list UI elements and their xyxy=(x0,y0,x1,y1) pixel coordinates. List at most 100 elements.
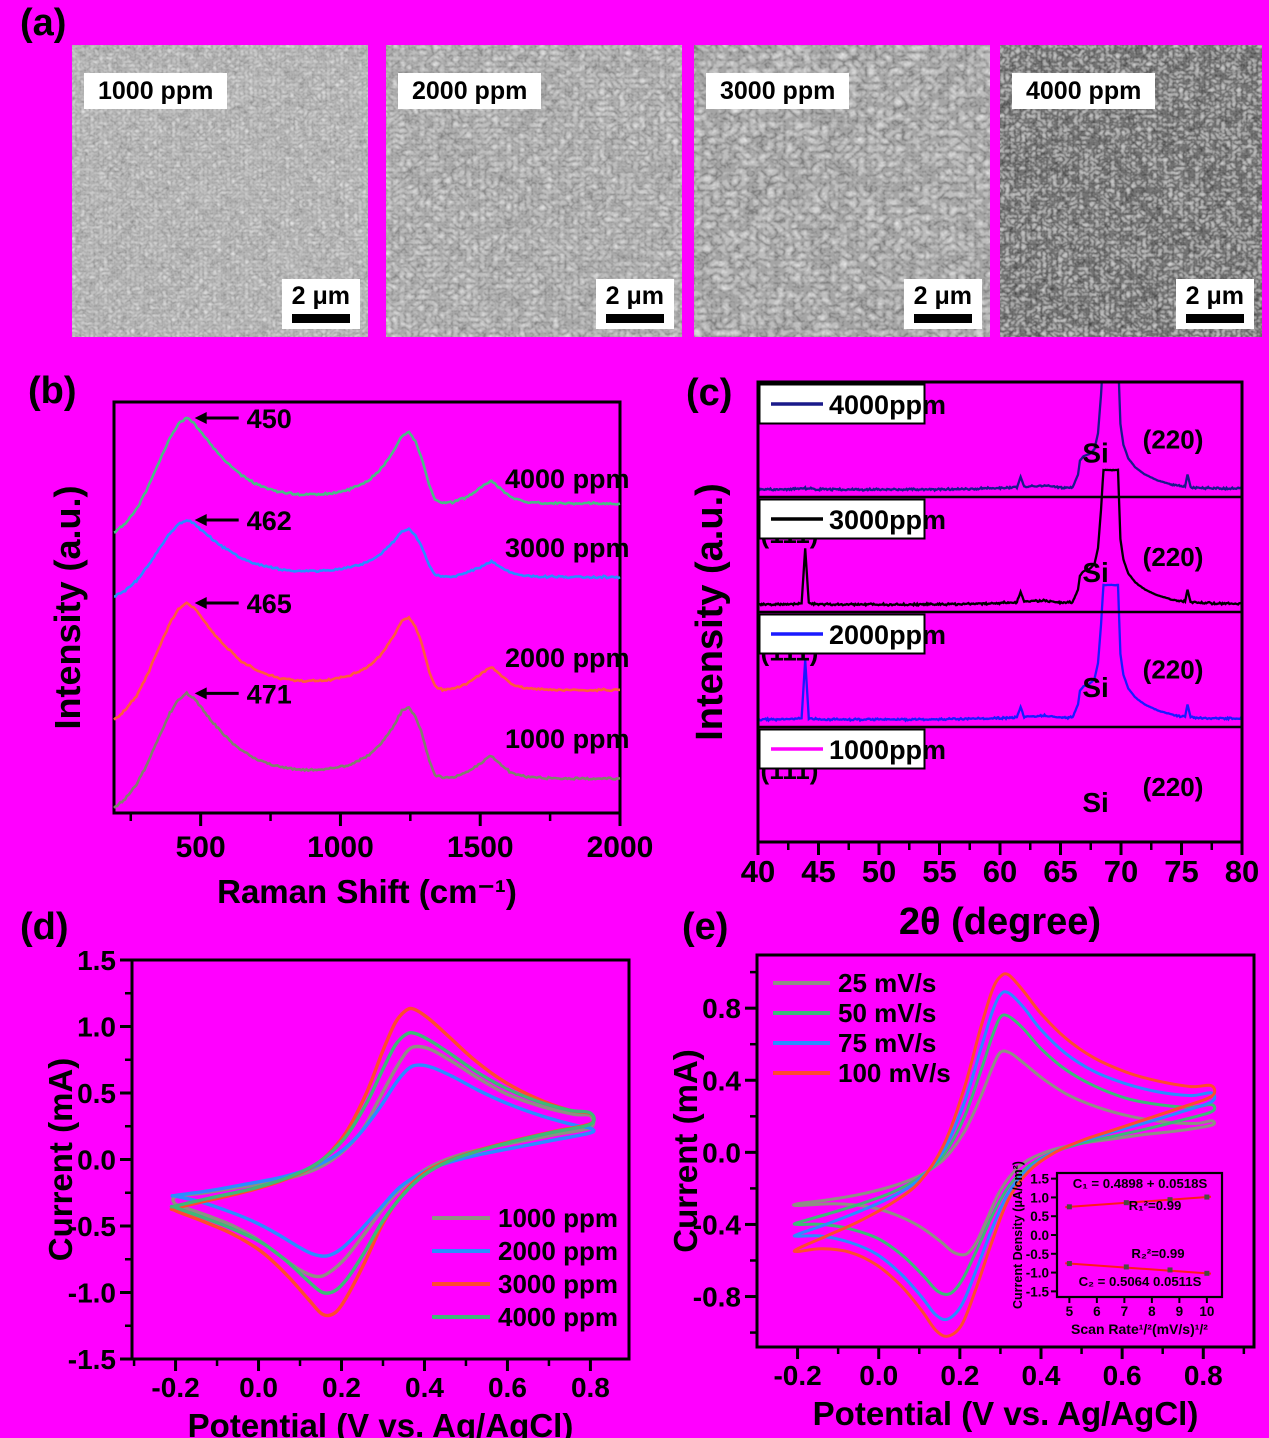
peak-arrowhead xyxy=(194,596,207,609)
y-tick-label: 1.5 xyxy=(1030,1172,1049,1187)
raman-curve-3000ppm xyxy=(114,519,621,598)
scale-bar: 2 μm xyxy=(903,279,982,329)
sem-label: 1000 ppm xyxy=(84,73,228,109)
legend-label: 1000ppm xyxy=(829,735,946,765)
data-point xyxy=(1167,1197,1173,1203)
y-tick-label: -1.0 xyxy=(1026,1266,1049,1281)
panel-c-xrd: Si(220)4000ppm(111)Si(220)3000ppm(111)Si… xyxy=(689,380,1259,943)
legend-box xyxy=(758,383,926,425)
cv-loop-50mVs xyxy=(792,1013,1217,1297)
legend-label: 4000ppm xyxy=(829,390,946,420)
x-tick-label: -0.2 xyxy=(151,1372,199,1403)
peak-value-label: 462 xyxy=(247,506,292,536)
scale-bar-line xyxy=(291,314,350,323)
x-tick-label: 8 xyxy=(1148,1304,1156,1319)
data-point xyxy=(1167,1267,1173,1273)
fit-line-cathodic xyxy=(1065,1262,1212,1275)
xrd-annotation-220: (220) xyxy=(1143,772,1204,802)
series-label: 2000 ppm xyxy=(505,643,630,673)
y-tick-label: 0.5 xyxy=(1030,1209,1049,1224)
sem-label: 4000 ppm xyxy=(1012,73,1156,109)
panel-b-raman: 500 1000 1500 2000 Raman Shift (cm⁻¹) Intensi… xyxy=(47,400,653,910)
y-tick-label: -0.5 xyxy=(68,1211,116,1242)
legend-label: 2000ppm xyxy=(829,620,946,650)
x-tick-label: 75 xyxy=(1164,854,1198,889)
legend-label: 3000ppm xyxy=(829,505,946,535)
sem-image-1000ppm: 1000 ppm 2 μm xyxy=(72,45,368,337)
sem-image-3000ppm: 3000 ppm 2 μm xyxy=(694,45,990,337)
cv-loop-2000ppm xyxy=(170,1063,596,1258)
xrd-annotation-Si: Si xyxy=(1082,672,1108,703)
x-tick-label: 60 xyxy=(983,854,1017,889)
y-tick-label: 0.8 xyxy=(702,993,741,1024)
data-point xyxy=(1123,1200,1129,1206)
sem-image-4000ppm: 4000 ppm 2 μm xyxy=(1000,45,1262,337)
y-tick-label: -1.5 xyxy=(1026,1284,1050,1299)
legend-label: 3000 ppm xyxy=(498,1269,618,1299)
legend-label: 100 mV/s xyxy=(838,1058,951,1088)
x-tick-label: 7 xyxy=(1121,1304,1129,1319)
panel-letter-d: (d) xyxy=(20,906,69,948)
data-point xyxy=(1123,1264,1129,1270)
data-point xyxy=(1204,1270,1210,1276)
x-tick-label: 10 xyxy=(1199,1304,1214,1319)
legend-label: 2000 ppm xyxy=(498,1236,618,1266)
x-tick-label: 0.0 xyxy=(859,1360,898,1391)
panel-letter-a: (a) xyxy=(20,2,67,44)
y-tick-label: -0.5 xyxy=(1026,1247,1050,1262)
y-tick-label: -1.0 xyxy=(68,1278,116,1309)
scale-text: 2 μm xyxy=(913,282,972,310)
scale-bar: 2 μm xyxy=(595,279,674,329)
y-tick-label: 0.0 xyxy=(702,1137,741,1168)
x-tick-label: 0.8 xyxy=(571,1372,610,1403)
data-point xyxy=(1066,1261,1072,1267)
x-tick-label: 80 xyxy=(1225,854,1259,889)
x-tick-label: 0.4 xyxy=(405,1372,444,1403)
y-tick-label: 0.0 xyxy=(77,1145,116,1176)
peak-arrowhead xyxy=(194,687,207,700)
scale-bar-line xyxy=(605,314,664,323)
data-point xyxy=(1204,1194,1210,1200)
data-point xyxy=(1066,1204,1072,1210)
inset-annotation-0: C₁ = 0.4898 + 0.0518S xyxy=(1073,1176,1208,1191)
xrd-curve-1000ppm xyxy=(758,698,1242,838)
scale-bar: 2 μm xyxy=(1175,279,1254,329)
y-tick-label: 0.5 xyxy=(77,1078,116,1109)
x-tick-label: 6 xyxy=(1093,1304,1101,1319)
legend-label: 4000 ppm xyxy=(498,1302,618,1332)
raman-curve-2000ppm xyxy=(113,601,620,721)
inset-y-axis-title: Current Density (μA/cm²) xyxy=(1011,1161,1025,1309)
peak-arrowhead xyxy=(194,513,207,526)
sem-image-2000ppm: 2000 ppm 2 μm xyxy=(386,45,682,337)
legend-label: 25 mV/s xyxy=(838,968,936,998)
plot-frame xyxy=(112,400,622,815)
x-axis-title: Potential (V vs. Ag/AgCl) xyxy=(188,1407,574,1438)
xrd-annotation-220: (220) xyxy=(1143,655,1204,685)
y-tick-label: 1.0 xyxy=(1030,1190,1049,1205)
x-tick-label: 0.2 xyxy=(322,1372,361,1403)
raman-curve-1000ppm xyxy=(113,690,621,809)
y-tick-label: -0.8 xyxy=(693,1282,741,1313)
x-tick-label: 0.6 xyxy=(1103,1360,1142,1391)
y-axis-title: Intensity (a.u.) xyxy=(689,483,731,741)
xrd-curves xyxy=(758,382,1242,838)
scale-bar-line xyxy=(1185,314,1244,323)
inset-x-axis-title: Scan Rate¹/²(mV/s)¹/² xyxy=(1071,1321,1208,1337)
panel-e-inset: 5 6 7 8 9 10 1.5 1.0 0.5 0.0 -0.5 -1.0 -1.5 Scan Rate… xyxy=(1011,1161,1224,1337)
x-axis-title: 2θ (degree) xyxy=(899,901,1101,943)
peak-value-label: 450 xyxy=(247,404,292,434)
panel-letter-e: (e) xyxy=(682,906,729,948)
scale-text: 2 μm xyxy=(291,282,350,310)
xrd-annotation-Si: Si xyxy=(1082,557,1108,588)
scale-text: 2 μm xyxy=(605,282,664,310)
xrd-annotation-220: (220) xyxy=(1143,425,1204,455)
x-tick-label: 5 xyxy=(1066,1304,1074,1319)
y-tick-label: -0.4 xyxy=(693,1209,742,1240)
y-tick-label: 1.5 xyxy=(77,945,116,976)
y-tick-label: 0.4 xyxy=(702,1065,741,1096)
cv-loop-100mVs xyxy=(792,972,1217,1338)
xrd-curve-2000ppm xyxy=(758,583,1242,723)
cv-loop-4000ppm xyxy=(169,1030,596,1295)
scale-bar-line xyxy=(913,314,972,323)
